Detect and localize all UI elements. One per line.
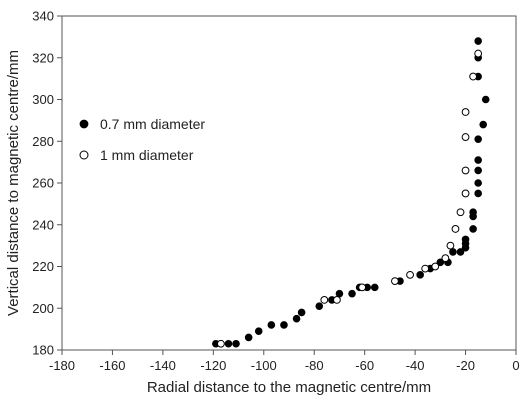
x-tick-label: -40 — [406, 358, 425, 373]
x-tick-label: -100 — [251, 358, 277, 373]
point-1mm — [469, 72, 478, 81]
point-1mm — [358, 283, 367, 292]
y-axis-label: Vertical distance to magnetic centre/mm — [5, 50, 22, 316]
point-1mm — [441, 254, 450, 263]
legend-label-07mm: 0.7 mm diameter — [100, 116, 205, 132]
point-1mm — [421, 264, 430, 273]
point-1mm — [474, 49, 483, 58]
legend-marker-1mm — [79, 150, 89, 160]
x-axis-ticks: -180 -160 -140 -120 -100 -80 -60 -40 -20 0 — [49, 350, 520, 373]
y-tick-label: 240 — [32, 217, 54, 232]
plot-frame — [61, 15, 517, 351]
point-07mm — [474, 189, 482, 198]
point-07mm — [461, 235, 470, 244]
x-tick-label: -140 — [150, 358, 176, 373]
point-1mm — [391, 277, 399, 286]
point-07mm — [436, 258, 445, 267]
y-axis-ticks: 180 200 220 240 260 280 300 320 340 — [32, 9, 62, 358]
point-1mm — [320, 296, 329, 304]
y-tick-label: 260 — [32, 176, 54, 191]
point-1mm — [461, 133, 470, 141]
point-1mm — [217, 339, 225, 348]
point-07mm — [370, 283, 379, 292]
point-07mm — [469, 208, 477, 217]
point-07mm — [267, 321, 276, 329]
point-07mm — [481, 95, 490, 104]
point-07mm — [474, 179, 482, 187]
point-07mm — [456, 248, 465, 256]
point-1mm — [461, 108, 470, 116]
x-tick-label: -120 — [200, 358, 226, 373]
y-tick-label: 300 — [32, 92, 54, 107]
x-tick-label: -20 — [456, 358, 475, 373]
point-1mm — [456, 208, 465, 217]
point-07mm — [232, 339, 240, 348]
y-tick-label: 320 — [32, 50, 54, 65]
point-07mm — [254, 327, 263, 336]
x-tick-label: -180 — [49, 358, 75, 373]
point-07mm — [224, 339, 233, 348]
x-tick-label: -60 — [355, 358, 374, 373]
legend-marker-07mm — [79, 119, 89, 129]
axes — [61, 15, 517, 351]
legend: 0.7 mm diameter 1 mm diameter — [79, 116, 205, 163]
point-07mm — [315, 302, 324, 310]
point-07mm — [469, 225, 477, 233]
point-07mm — [297, 308, 306, 317]
point-07mm — [416, 271, 424, 279]
point-07mm — [244, 333, 253, 342]
point-07mm — [474, 156, 482, 164]
point-1mm — [431, 262, 440, 271]
y-tick-label: 200 — [32, 301, 54, 316]
point-07mm — [280, 321, 288, 329]
y-tick-label: 180 — [32, 343, 54, 358]
point-1mm — [333, 296, 341, 304]
y-tick-label: 340 — [32, 9, 54, 24]
point-1mm — [406, 270, 414, 279]
data-points — [212, 37, 490, 348]
point-1mm — [461, 189, 470, 198]
y-tick-label: 280 — [32, 134, 54, 149]
x-tick-label: 0 — [512, 358, 519, 373]
point-1mm — [451, 225, 460, 233]
point-1mm — [461, 166, 470, 175]
point-07mm — [479, 120, 488, 129]
x-axis-label: Radial distance to the magnetic centre/m… — [147, 379, 431, 396]
point-07mm — [474, 37, 482, 45]
point-07mm — [474, 135, 482, 143]
point-1mm — [446, 241, 455, 250]
x-tick-label: -80 — [305, 358, 324, 373]
point-07mm — [474, 166, 482, 175]
point-07mm — [348, 289, 356, 298]
legend-label-1mm: 1 mm diameter — [100, 147, 194, 163]
x-tick-label: -160 — [99, 358, 125, 373]
point-07mm — [292, 314, 301, 323]
y-tick-label: 220 — [32, 259, 54, 274]
